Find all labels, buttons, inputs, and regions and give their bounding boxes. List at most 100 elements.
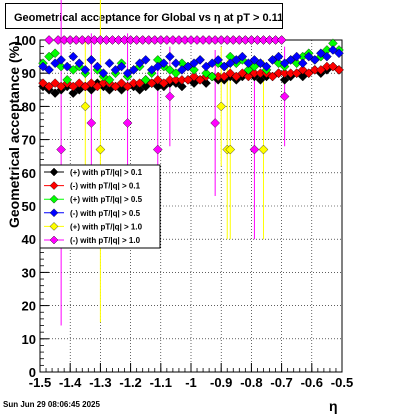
data-point xyxy=(279,58,290,69)
data-point xyxy=(207,71,217,82)
data-point xyxy=(219,61,230,72)
data-point-outlier xyxy=(279,91,290,102)
data-point xyxy=(68,65,79,75)
data-point xyxy=(189,58,199,69)
data-point xyxy=(110,81,121,92)
data-point xyxy=(116,78,127,88)
data-point xyxy=(297,71,308,82)
data-point xyxy=(189,78,199,88)
data-point xyxy=(255,75,266,85)
legend: (+) with pT/|q| > 0.1 (-) with pT/|q| > 0… xyxy=(39,164,161,249)
data-point xyxy=(279,75,290,85)
x-tick-label: -0.6 xyxy=(301,375,323,390)
data-point xyxy=(44,81,54,92)
data-point xyxy=(86,78,97,88)
x-tick-label: -1.4 xyxy=(59,375,82,390)
legend-label: (-) with pT/|q| > 0.5 xyxy=(70,209,141,218)
data-point xyxy=(116,61,127,72)
data-point xyxy=(201,68,211,78)
data-point xyxy=(207,58,217,69)
error-bars xyxy=(40,0,342,326)
data-point xyxy=(62,61,72,72)
data-point xyxy=(171,68,181,78)
data-point xyxy=(122,68,133,78)
data-point xyxy=(104,58,115,69)
data-points xyxy=(38,35,344,155)
x-tick-label: -1.1 xyxy=(150,375,172,390)
data-point xyxy=(74,78,85,88)
data-point xyxy=(50,58,60,69)
data-point-outlier xyxy=(210,118,220,128)
data-point xyxy=(237,51,248,62)
data-point xyxy=(276,35,287,45)
data-point xyxy=(243,58,254,69)
x-tick-label: -0.5 xyxy=(331,375,353,390)
grid-lines xyxy=(40,40,342,372)
data-point xyxy=(231,71,242,82)
data-point xyxy=(183,75,193,85)
data-point xyxy=(86,85,97,95)
data-point xyxy=(225,58,236,69)
x-axis-label: η xyxy=(329,398,338,414)
y-tick-label: 30 xyxy=(22,265,36,280)
data-point xyxy=(267,71,278,82)
chart-title-box: Geometrical acceptance for Global vs η a… xyxy=(5,3,283,29)
y-tick-label: 0 xyxy=(29,365,36,380)
data-point xyxy=(56,81,66,92)
data-point xyxy=(146,78,157,88)
data-point xyxy=(146,65,157,75)
data-point xyxy=(159,58,169,69)
data-point xyxy=(56,55,66,65)
data-point xyxy=(128,65,139,75)
data-point xyxy=(165,51,175,62)
data-point xyxy=(50,48,60,59)
x-tick-label: -1.3 xyxy=(89,375,111,390)
data-point xyxy=(98,68,109,78)
data-point xyxy=(152,75,163,85)
x-axis-ticks: -1.5 -1.4 -1.3 -1.2 -1.1 -1 -0.9 -0.8 -0.7 -0.6 -0… xyxy=(29,363,353,390)
data-point xyxy=(104,75,115,85)
data-point xyxy=(267,55,278,65)
y-tick-label: 100 xyxy=(14,33,36,48)
data-point xyxy=(86,55,97,65)
data-point xyxy=(74,85,85,95)
legend-marker xyxy=(49,208,59,218)
data-point xyxy=(219,71,230,82)
data-point-outlier xyxy=(165,91,175,102)
x-tick-label: -0.8 xyxy=(240,375,262,390)
y-tick-label: 50 xyxy=(22,199,36,214)
data-point xyxy=(171,58,181,69)
data-point xyxy=(310,55,320,65)
y-tick-label: 10 xyxy=(22,332,36,347)
y-tick-label: 80 xyxy=(22,99,36,114)
data-point xyxy=(159,78,169,88)
data-point xyxy=(243,65,254,75)
y-tick-label: 40 xyxy=(22,232,36,247)
data-point-outlier xyxy=(249,144,260,155)
data-point xyxy=(249,61,260,72)
data-point xyxy=(44,51,54,62)
data-point xyxy=(38,78,48,88)
legend-label: (-) with pT/|q| > 1.0 xyxy=(70,236,141,245)
data-point xyxy=(231,55,242,65)
y-axis-ticks: 0 10 20 30 40 50 60 70 80 90 100 xyxy=(14,33,49,380)
data-point xyxy=(140,55,151,65)
data-point xyxy=(316,48,326,59)
y-tick-label: 20 xyxy=(22,299,36,314)
footer-timestamp: Sun Jun 29 08:06:45 2025 xyxy=(3,400,100,409)
y-tick-label: 70 xyxy=(22,133,36,148)
data-point xyxy=(74,58,85,69)
data-point xyxy=(68,81,79,92)
data-point xyxy=(177,81,187,92)
data-point xyxy=(334,65,344,75)
legend-marker xyxy=(49,167,59,177)
data-point-outlier xyxy=(95,144,106,155)
data-point xyxy=(225,68,236,78)
data-point xyxy=(201,61,211,72)
data-point xyxy=(261,61,272,72)
x-tick-label: -1.2 xyxy=(119,375,141,390)
legend-marker xyxy=(49,235,59,245)
data-point xyxy=(140,75,151,85)
data-point xyxy=(237,68,248,78)
data-point-outlier xyxy=(225,144,236,155)
